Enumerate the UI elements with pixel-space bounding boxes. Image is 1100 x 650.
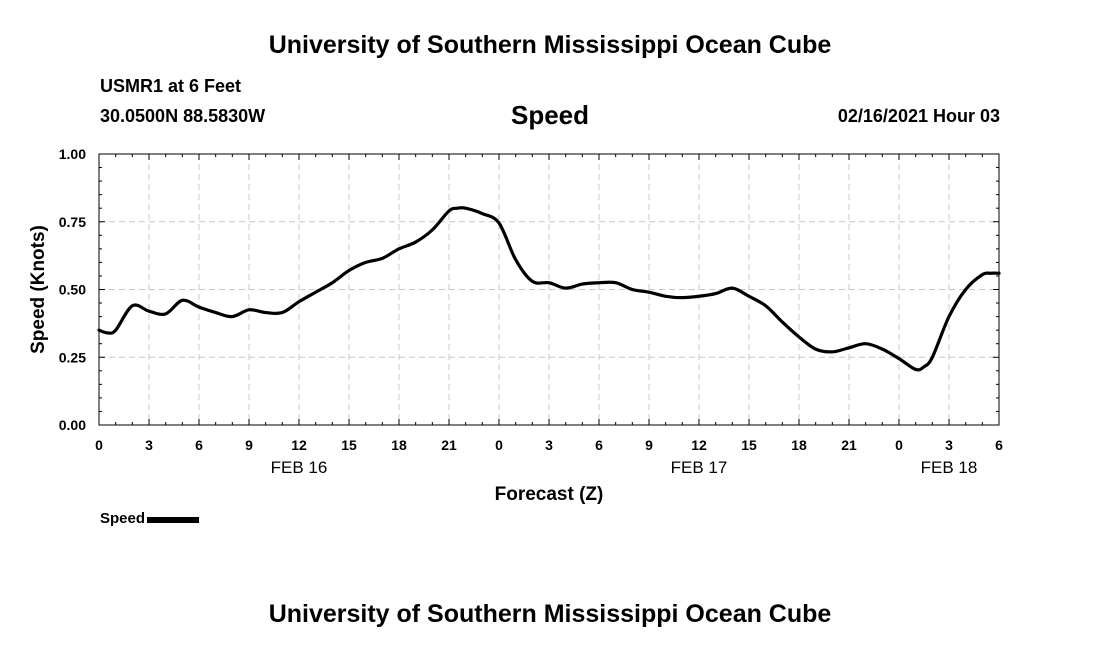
station-label: USMR1 at 6 Feet: [100, 76, 242, 96]
footer-title: University of Southern Mississippi Ocean…: [268, 600, 832, 628]
date-label: FEB 18: [921, 458, 978, 477]
x-tick-label: 9: [245, 437, 253, 453]
x-tick-label: 12: [691, 437, 707, 453]
x-tick-label: 3: [145, 437, 153, 453]
x-tick-label: 9: [645, 437, 653, 453]
x-tick-label: 6: [195, 437, 203, 453]
x-tick-label: 3: [545, 437, 553, 453]
datetime-label: 02/16/2021 Hour 03: [837, 106, 1000, 126]
x-tick-label: 21: [441, 437, 457, 453]
x-tick-label: 12: [291, 437, 307, 453]
x-tick-label: 0: [495, 437, 503, 453]
date-label: FEB 16: [271, 458, 328, 477]
y-axis-label: Speed (Knots): [28, 225, 49, 354]
y-tick-label: 0.00: [59, 417, 86, 433]
date-label: FEB 17: [671, 458, 728, 477]
header-title: University of Southern Mississippi Ocean…: [268, 31, 832, 59]
x-tick-label: 18: [391, 437, 407, 453]
coordinates-label: 30.0500N 88.5830W: [100, 106, 266, 126]
y-tick-label: 0.75: [59, 214, 86, 230]
y-tick-label: 0.50: [59, 282, 86, 298]
y-tick-label: 1.00: [59, 146, 86, 162]
x-tick-label: 0: [895, 437, 903, 453]
series-line-speed: [97, 206, 1001, 372]
legend-label: Speed: [100, 510, 146, 527]
x-tick-label: 0: [95, 437, 103, 453]
y-tick-label: 0.25: [59, 349, 86, 365]
x-tick-label: 6: [995, 437, 1003, 453]
x-tick-label: 6: [595, 437, 603, 453]
chart-legend: Speed: [100, 510, 200, 527]
x-axis-label: Forecast (Z): [495, 484, 604, 505]
x-tick-label: 15: [741, 437, 757, 453]
speed-chart: 0.00 0.25 0.50 0.75 1.00 0 3 6 9 12 15 18 21 0 3 6 9 12 15…: [28, 146, 1003, 505]
x-tick-label: 21: [841, 437, 857, 453]
chart-title: Speed: [510, 100, 590, 130]
legend-swatch: [147, 517, 200, 523]
x-tick-label: 3: [945, 437, 953, 453]
x-tick-label: 15: [341, 437, 357, 453]
x-tick-label: 18: [791, 437, 807, 453]
